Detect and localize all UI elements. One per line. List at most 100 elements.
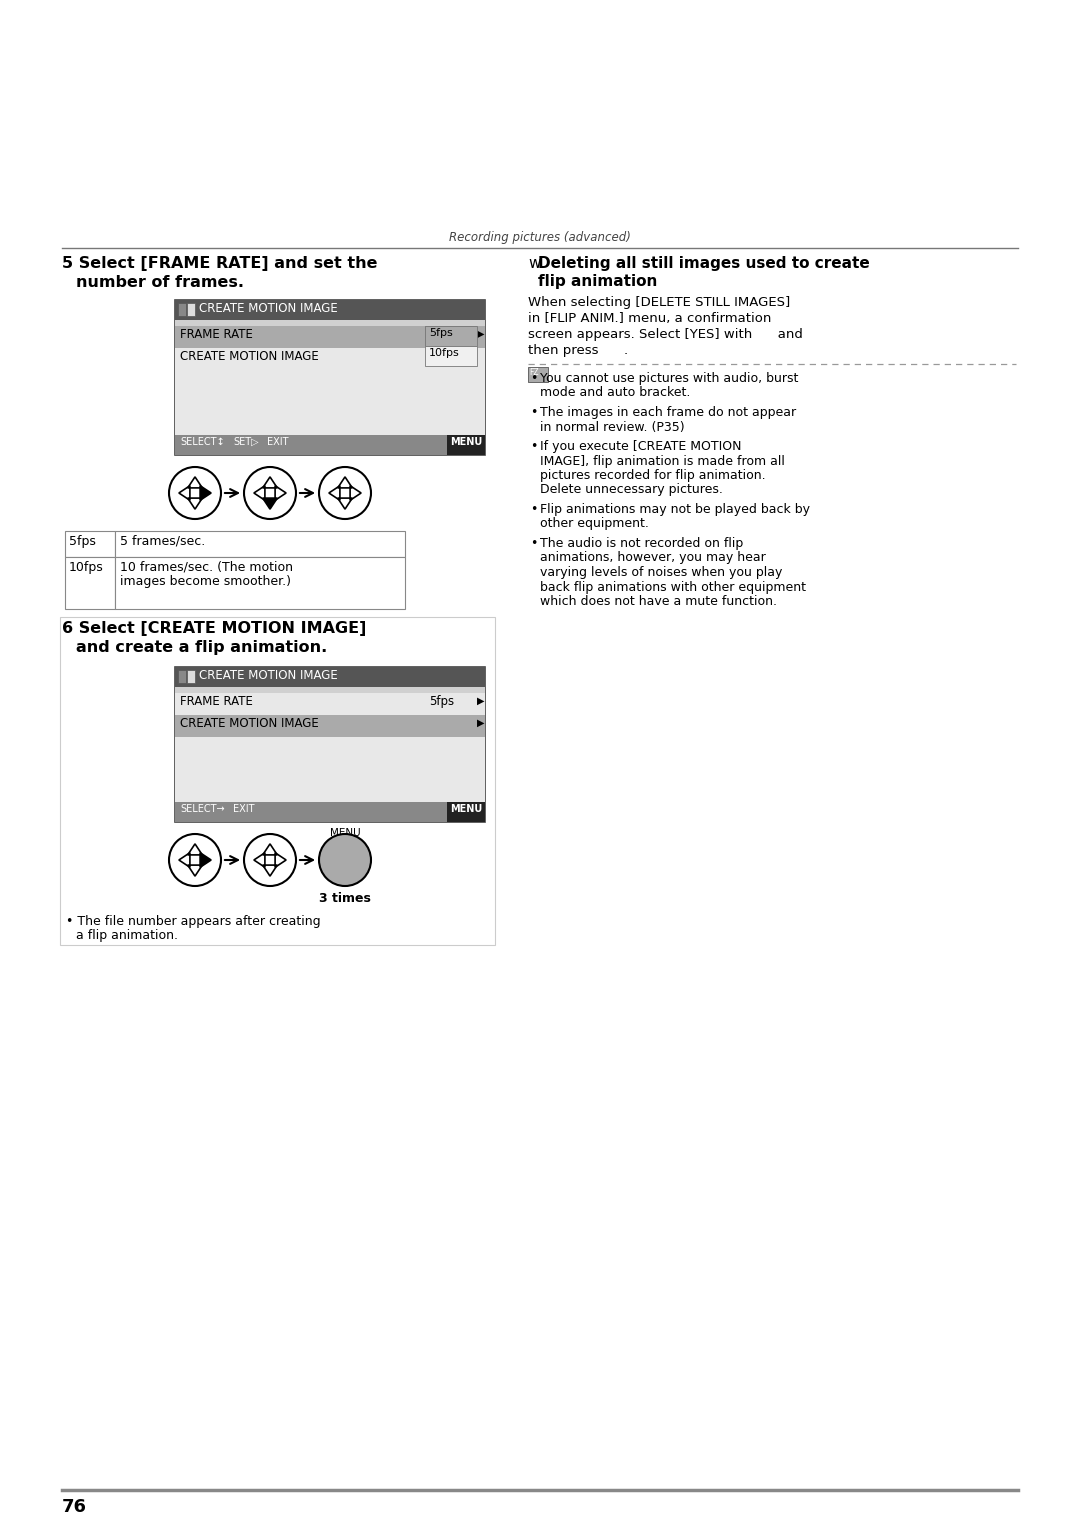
Text: in [FLIP ANIM.] menu, a confirmation: in [FLIP ANIM.] menu, a confirmation — [528, 311, 771, 325]
Bar — [447, 435, 485, 455]
Text: 5 frames/sec.: 5 frames/sec. — [120, 536, 205, 548]
Polygon shape — [200, 485, 211, 501]
Text: and create a flip animation.: and create a flip animation. — [76, 639, 327, 655]
Text: 5 Select [FRAME RATE] and set the: 5 Select [FRAME RATE] and set the — [62, 256, 378, 272]
Text: 10 frames/sec. (The motion: 10 frames/sec. (The motion — [120, 562, 293, 574]
Text: If you execute [CREATE MOTION: If you execute [CREATE MOTION — [540, 439, 742, 453]
Text: ▶: ▶ — [477, 696, 485, 707]
Text: 5fps: 5fps — [429, 328, 454, 340]
Text: screen appears. Select [YES] with      and: screen appears. Select [YES] with and — [528, 328, 802, 340]
Text: Delete unnecessary pictures.: Delete unnecessary pictures. — [540, 484, 723, 496]
Circle shape — [319, 467, 372, 519]
Text: 5fps: 5fps — [429, 694, 454, 708]
Text: ▶: ▶ — [477, 330, 485, 339]
Bar — [175, 435, 485, 455]
Bar — [175, 301, 485, 455]
Text: You cannot use pictures with audio, burst: You cannot use pictures with audio, burs… — [540, 372, 798, 385]
Text: which does not have a mute function.: which does not have a mute function. — [540, 595, 777, 607]
Text: EXIT: EXIT — [268, 436, 289, 447]
Polygon shape — [200, 853, 211, 867]
Text: SELECT↕: SELECT↕ — [180, 436, 225, 447]
Bar — [426, 693, 477, 716]
Bar — [528, 366, 548, 382]
Bar — [175, 803, 485, 823]
Text: •: • — [530, 504, 538, 516]
Text: 10fps: 10fps — [69, 562, 104, 574]
Text: MENU: MENU — [450, 436, 483, 447]
Text: •: • — [530, 439, 538, 453]
Bar — [426, 346, 477, 366]
Text: EXIT: EXIT — [233, 804, 255, 813]
Text: then press      .: then press . — [528, 343, 629, 357]
Bar — [175, 693, 485, 716]
Bar — [426, 327, 477, 346]
Text: The audio is not recorded on flip: The audio is not recorded on flip — [540, 537, 743, 549]
Circle shape — [244, 467, 296, 519]
Text: CREATE MOTION IMAGE: CREATE MOTION IMAGE — [199, 668, 338, 682]
Bar — [175, 687, 485, 693]
Bar — [187, 670, 195, 684]
Text: in normal review. (P35): in normal review. (P35) — [540, 421, 685, 433]
Text: flip animation: flip animation — [538, 275, 658, 288]
Bar — [114, 557, 405, 609]
Text: other equipment.: other equipment. — [540, 517, 649, 531]
Text: •: • — [530, 372, 538, 385]
Text: 3 times: 3 times — [319, 893, 370, 905]
Circle shape — [168, 835, 221, 887]
Text: a flip animation.: a flip animation. — [76, 929, 178, 942]
Text: MENU: MENU — [329, 829, 361, 838]
Text: 6 Select [CREATE MOTION IMAGE]: 6 Select [CREATE MOTION IMAGE] — [62, 621, 366, 636]
Text: varying levels of noises when you play: varying levels of noises when you play — [540, 566, 782, 578]
Bar — [178, 304, 186, 316]
Bar — [65, 531, 114, 557]
Text: •: • — [530, 537, 538, 549]
Bar — [175, 301, 485, 320]
Bar — [175, 327, 485, 348]
Bar — [178, 670, 186, 684]
Bar — [114, 531, 405, 557]
Text: FZ: FZ — [529, 368, 539, 377]
Text: mode and auto bracket.: mode and auto bracket. — [540, 386, 690, 400]
Text: 5fps: 5fps — [69, 536, 96, 548]
Text: •: • — [530, 406, 538, 420]
Text: FRAME RATE: FRAME RATE — [180, 328, 253, 340]
Circle shape — [319, 835, 372, 887]
Text: number of frames.: number of frames. — [76, 275, 244, 290]
Bar — [65, 557, 114, 609]
Bar — [175, 737, 485, 803]
Text: ▶: ▶ — [477, 719, 485, 728]
Text: CREATE MOTION IMAGE: CREATE MOTION IMAGE — [199, 302, 338, 314]
Text: Flip animations may not be played back by: Flip animations may not be played back b… — [540, 504, 810, 516]
Text: animations, however, you may hear: animations, however, you may hear — [540, 551, 766, 565]
Bar — [175, 667, 485, 687]
Circle shape — [244, 835, 296, 887]
Text: SELECT→: SELECT→ — [180, 804, 225, 813]
Text: IMAGE], flip animation is made from all: IMAGE], flip animation is made from all — [540, 455, 785, 467]
Text: back flip animations with other equipment: back flip animations with other equipmen… — [540, 580, 806, 594]
Text: 10fps: 10fps — [429, 348, 460, 359]
Bar — [175, 320, 485, 327]
Text: Deleting all still images used to create: Deleting all still images used to create — [538, 256, 869, 272]
Text: Recording pictures (advanced): Recording pictures (advanced) — [449, 230, 631, 244]
Text: CREATE MOTION IMAGE: CREATE MOTION IMAGE — [180, 717, 319, 729]
Bar — [426, 327, 477, 348]
Text: FRAME RATE: FRAME RATE — [180, 694, 253, 708]
Text: SET▷: SET▷ — [233, 436, 259, 447]
Text: images become smoother.): images become smoother.) — [120, 575, 291, 588]
Text: The images in each frame do not appear: The images in each frame do not appear — [540, 406, 796, 420]
Text: 76: 76 — [62, 1499, 87, 1515]
Bar — [175, 716, 485, 737]
Bar — [175, 369, 485, 435]
Text: MENU: MENU — [450, 804, 483, 813]
Text: CREATE MOTION IMAGE: CREATE MOTION IMAGE — [180, 349, 319, 363]
Bar — [187, 304, 195, 316]
Bar — [175, 667, 485, 823]
Bar — [175, 348, 485, 369]
Text: • The file number appears after creating: • The file number appears after creating — [66, 916, 321, 928]
Bar — [447, 803, 485, 823]
Text: w: w — [528, 256, 540, 272]
Bar — [60, 617, 495, 945]
Polygon shape — [262, 497, 278, 510]
Text: pictures recorded for flip animation.: pictures recorded for flip animation. — [540, 468, 766, 482]
Text: 5fps: 5fps — [429, 328, 453, 337]
